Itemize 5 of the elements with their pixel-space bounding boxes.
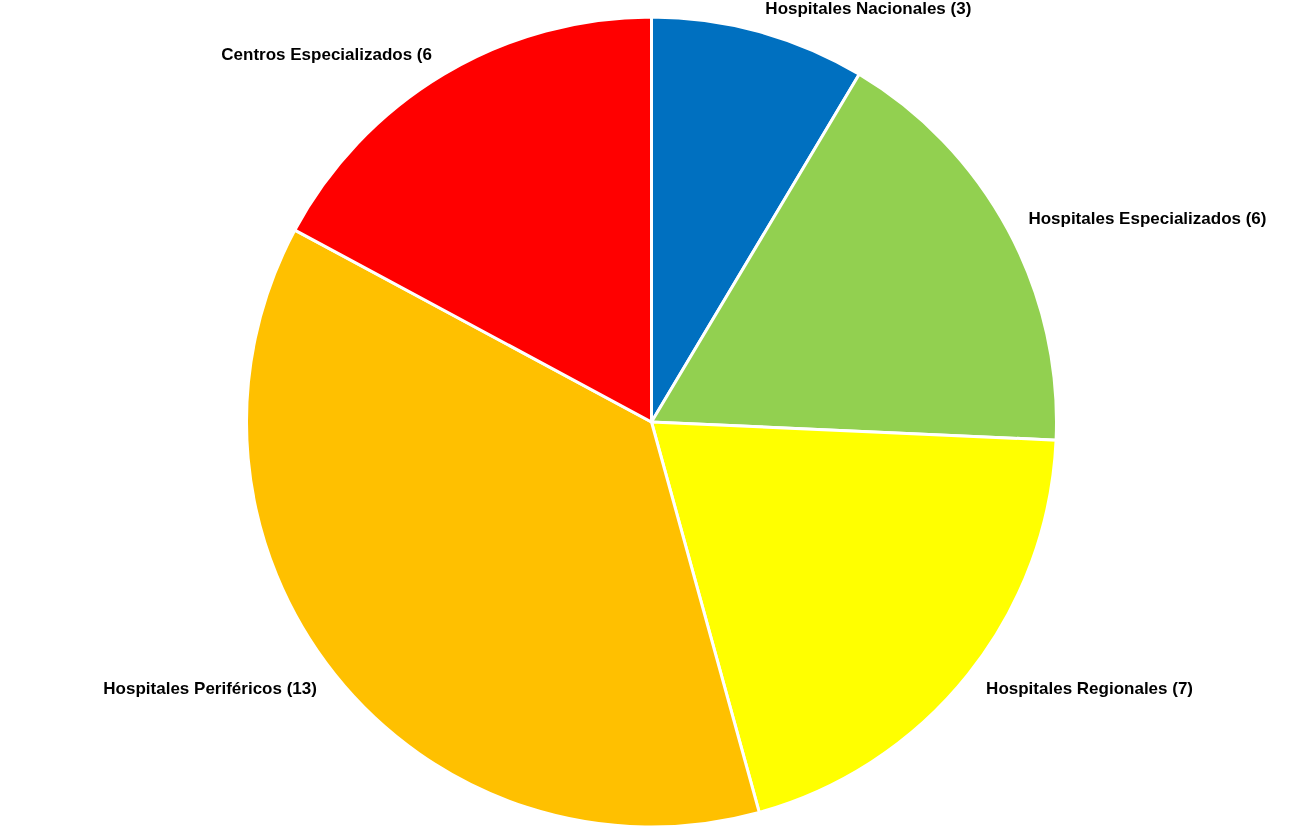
- slice-label: Hospitales Regionales (7): [986, 678, 1194, 698]
- slice-label: Hospitales Nacionales (3): [765, 0, 972, 19]
- slice-label: Centros Especializados (6: [221, 44, 432, 64]
- slice-label: Hospitales Especializados (6): [1028, 209, 1267, 229]
- slice-label: Hospitales Periféricos (13): [103, 678, 317, 698]
